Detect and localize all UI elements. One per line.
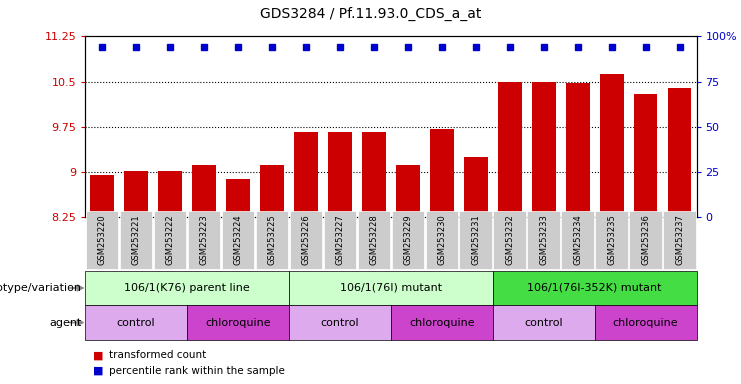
Bar bbox=[260, 165, 284, 217]
Bar bbox=[430, 129, 453, 217]
Text: control: control bbox=[117, 318, 156, 328]
Text: GSM253233: GSM253233 bbox=[539, 215, 548, 265]
Bar bbox=[599, 74, 623, 217]
Text: chloroquine: chloroquine bbox=[205, 318, 271, 328]
Text: GSM253237: GSM253237 bbox=[675, 215, 684, 265]
Text: transformed count: transformed count bbox=[109, 350, 206, 360]
Bar bbox=[498, 82, 522, 217]
Bar bbox=[396, 165, 419, 217]
Text: percentile rank within the sample: percentile rank within the sample bbox=[109, 366, 285, 376]
Text: GSM253228: GSM253228 bbox=[370, 215, 379, 265]
Bar bbox=[668, 88, 691, 217]
Bar bbox=[464, 157, 488, 217]
Text: ■: ■ bbox=[93, 366, 103, 376]
Text: control: control bbox=[525, 318, 563, 328]
Text: GSM253227: GSM253227 bbox=[336, 215, 345, 265]
Bar bbox=[124, 170, 148, 217]
Text: GSM253236: GSM253236 bbox=[641, 215, 650, 265]
Bar bbox=[634, 94, 657, 217]
Bar bbox=[294, 132, 318, 217]
Bar bbox=[532, 82, 556, 217]
Text: genotype/variation: genotype/variation bbox=[0, 283, 82, 293]
Text: 106/1(K76) parent line: 106/1(K76) parent line bbox=[124, 283, 250, 293]
Bar bbox=[226, 179, 250, 217]
Text: control: control bbox=[321, 318, 359, 328]
Text: GDS3284 / Pf.11.93.0_CDS_a_at: GDS3284 / Pf.11.93.0_CDS_a_at bbox=[260, 7, 481, 21]
Text: GSM253225: GSM253225 bbox=[268, 215, 276, 265]
Text: 106/1(76I) mutant: 106/1(76I) mutant bbox=[340, 283, 442, 293]
Text: 106/1(76I-352K) mutant: 106/1(76I-352K) mutant bbox=[528, 283, 662, 293]
Text: GSM253234: GSM253234 bbox=[574, 215, 582, 265]
Text: GSM253232: GSM253232 bbox=[505, 215, 514, 265]
Bar bbox=[566, 83, 590, 217]
Text: GSM253230: GSM253230 bbox=[437, 215, 446, 265]
Text: ■: ■ bbox=[93, 350, 103, 360]
Text: GSM253235: GSM253235 bbox=[607, 215, 616, 265]
Text: chloroquine: chloroquine bbox=[409, 318, 475, 328]
Text: GSM253226: GSM253226 bbox=[302, 215, 310, 265]
Bar bbox=[159, 170, 182, 217]
Text: GSM253229: GSM253229 bbox=[403, 215, 412, 265]
Text: GSM253223: GSM253223 bbox=[199, 215, 208, 265]
Text: agent: agent bbox=[49, 318, 82, 328]
Text: GSM253224: GSM253224 bbox=[233, 215, 242, 265]
Bar bbox=[192, 165, 216, 217]
Text: GSM253220: GSM253220 bbox=[98, 215, 107, 265]
Bar bbox=[328, 132, 352, 217]
Text: GSM253222: GSM253222 bbox=[166, 215, 175, 265]
Bar bbox=[362, 132, 386, 217]
Text: chloroquine: chloroquine bbox=[613, 318, 679, 328]
Text: GSM253221: GSM253221 bbox=[132, 215, 141, 265]
Bar bbox=[90, 175, 114, 217]
Text: GSM253231: GSM253231 bbox=[471, 215, 480, 265]
